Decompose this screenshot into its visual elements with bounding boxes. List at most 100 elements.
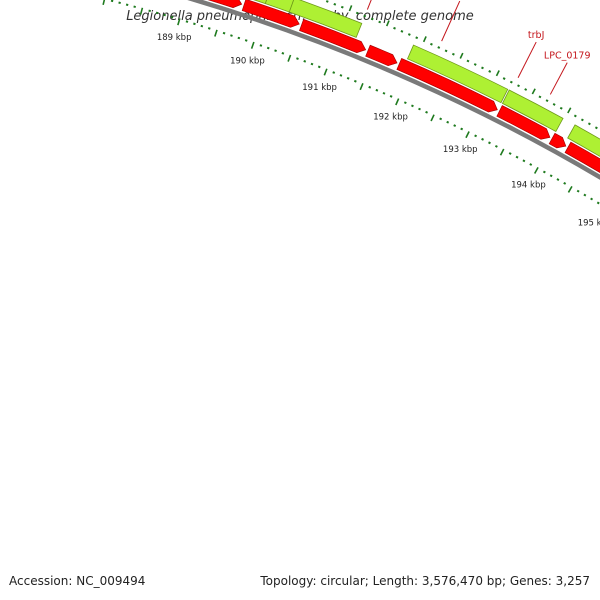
genome-backbone [187, 0, 600, 180]
gene-label[interactable]: trbJ [528, 30, 544, 41]
ruler-minor-tick [481, 137, 484, 141]
outer-minor-tick [370, 17, 374, 21]
ruler-minor-tick [310, 62, 314, 66]
ruler-minor-tick [425, 110, 428, 114]
outer-major-tick [422, 36, 427, 43]
ruler-minor-tick [207, 27, 211, 30]
ruler-minor-tick [403, 101, 407, 105]
ruler-minor-tick [494, 144, 498, 148]
ruler-minor-tick [576, 189, 580, 193]
outer-minor-tick [559, 106, 563, 110]
ruler-minor-tick [185, 20, 189, 23]
outer-minor-tick [538, 95, 542, 99]
ruler-label: 194 kbp [511, 180, 546, 190]
outer-minor-tick [363, 14, 367, 18]
ruler-minor-tick [411, 104, 414, 108]
outer-minor-tick [451, 52, 455, 56]
forward-gene-trbL[interactable] [567, 124, 600, 237]
ruler-major-tick [567, 185, 573, 193]
ruler-minor-tick [200, 24, 204, 28]
reverse-gene-LPC_0179[interactable] [548, 132, 567, 149]
outer-minor-tick [415, 36, 419, 40]
ruler-minor-tick [368, 85, 372, 89]
map-title: Legionella pneumophila str. Corby, compl… [126, 9, 474, 24]
ruler-minor-tick [590, 197, 594, 201]
ruler-major-tick [359, 82, 364, 91]
ruler-major-tick [250, 41, 255, 49]
outer-minor-tick [355, 11, 359, 15]
gene-label[interactable]: LPC_0179 [544, 51, 591, 62]
outer-minor-tick [545, 99, 549, 103]
outer-minor-tick [524, 88, 528, 91]
ruler-minor-tick [118, 1, 121, 5]
outer-minor-tick [502, 77, 506, 80]
ruler-label: 190 kbp [230, 56, 265, 66]
ruler-label: 192 kbp [373, 112, 408, 122]
ruler-minor-tick [474, 134, 478, 138]
ruler-minor-tick [339, 74, 343, 77]
ruler-minor-tick [439, 117, 443, 121]
outer-minor-tick [393, 26, 396, 30]
gene-label-leader [549, 62, 568, 95]
ruler-minor-tick [266, 46, 270, 50]
accession-text: Accession: NC_009494 [9, 574, 146, 588]
reverse-gene-7[interactable] [564, 141, 600, 208]
outer-major-tick [531, 88, 536, 95]
outer-minor-tick [594, 126, 598, 130]
ruler-major-tick [287, 54, 292, 62]
outer-minor-tick [407, 33, 411, 36]
outer-minor-tick [400, 30, 404, 33]
reverse-gene-1[interactable] [241, 0, 300, 28]
ruler-minor-tick [382, 91, 386, 95]
outer-minor-tick [509, 80, 513, 84]
reverse-gene-3[interactable] [365, 44, 398, 67]
ruler-minor-tick [317, 65, 321, 69]
forward-gene-trbI[interactable] [406, 44, 509, 104]
ruler-minor-tick [542, 170, 546, 174]
outer-minor-tick [488, 70, 492, 73]
forward-gene-trbG[interactable] [288, 0, 363, 38]
forward-gene-trbJ[interactable] [501, 89, 564, 133]
gene-label-leader [517, 41, 537, 78]
outer-minor-tick [573, 114, 577, 118]
ruler-minor-tick [303, 60, 307, 63]
ruler-minor-tick [346, 76, 350, 80]
ruler-minor-tick [237, 36, 241, 40]
outer-minor-tick [333, 2, 337, 6]
ruler-minor-tick [230, 34, 233, 37]
ruler-minor-tick [563, 181, 567, 185]
gene-label-leader [366, 0, 372, 10]
ruler-label: 189 kbp [157, 33, 192, 43]
ruler-major-tick [533, 166, 539, 174]
outer-minor-tick [552, 103, 556, 106]
gene-label-layer: trbEtrbFtrbGLPC_0176trbItrbJLPC_0179trbL [366, 0, 591, 95]
ruler-minor-tick [529, 163, 533, 166]
ruler-minor-tick [296, 57, 299, 60]
ruler-label: 193 kbp [443, 145, 478, 155]
ruler-major-tick [102, 0, 106, 5]
reverse-gene-LPC_0176[interactable] [299, 18, 367, 54]
ruler-minor-tick [556, 178, 560, 181]
ruler-minor-tick [170, 15, 174, 19]
ruler-minor-tick [488, 141, 491, 145]
ruler-major-tick [139, 7, 144, 15]
reverse-gene-track [65, 0, 600, 208]
reverse-gene-4[interactable] [396, 58, 498, 113]
ruler-major-tick [214, 29, 218, 37]
ruler-minor-tick [460, 127, 464, 131]
ruler-minor-tick [583, 193, 587, 197]
outer-major-tick [385, 20, 390, 27]
reverse-gene-0[interactable] [65, 0, 243, 9]
outer-major-tick [459, 52, 464, 59]
ruler-minor-tick [193, 22, 196, 26]
outer-major-tick [348, 5, 353, 12]
outer-major-tick [495, 70, 500, 77]
ruler-minor-tick [244, 39, 248, 42]
outer-minor-tick [466, 59, 470, 63]
reverse-gene-5[interactable] [496, 105, 551, 140]
outer-minor-tick [481, 66, 484, 70]
gene-label-leader [441, 0, 461, 42]
ruler-labels: 189 kbp 190 kbp 191 kbp 192 kbp 193 kbp 194 k… [157, 33, 600, 229]
ruler-minor-tick [163, 13, 166, 17]
ruler-minor-tick [596, 201, 600, 205]
